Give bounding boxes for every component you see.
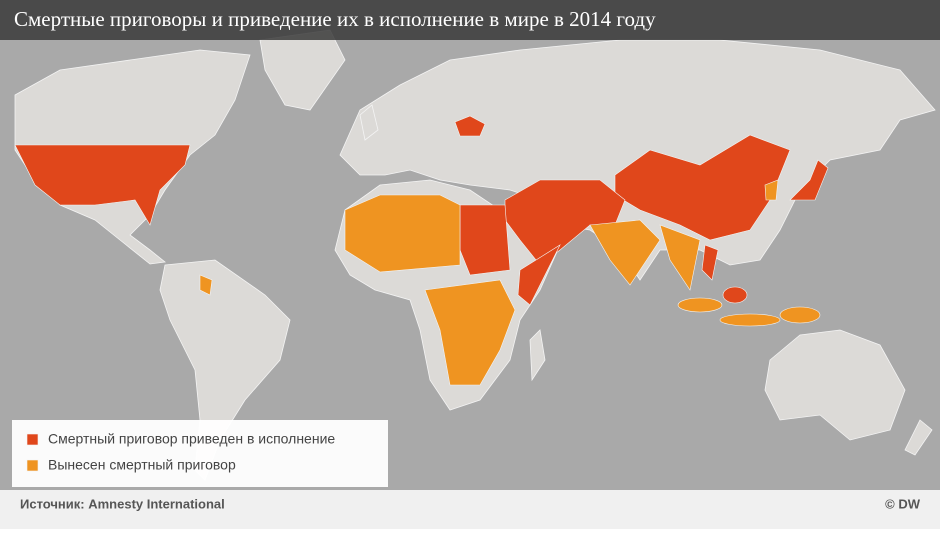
legend-label: Смертный приговор приведен в исполнение [48,431,335,447]
legend-swatch [26,459,39,472]
source: Источник: Amnesty International [20,496,225,511]
title: Смертные приговоры и приведение их в исп… [14,7,656,31]
executed-countries [14,115,829,306]
legend-label: Вынесен смертный приговор [48,457,236,473]
sentenced-countries [199,179,821,386]
footer-bar [0,490,940,529]
legend-swatch [26,433,39,446]
title-bar [0,0,940,40]
legend-box [12,420,388,487]
credit: © DW [885,496,921,511]
